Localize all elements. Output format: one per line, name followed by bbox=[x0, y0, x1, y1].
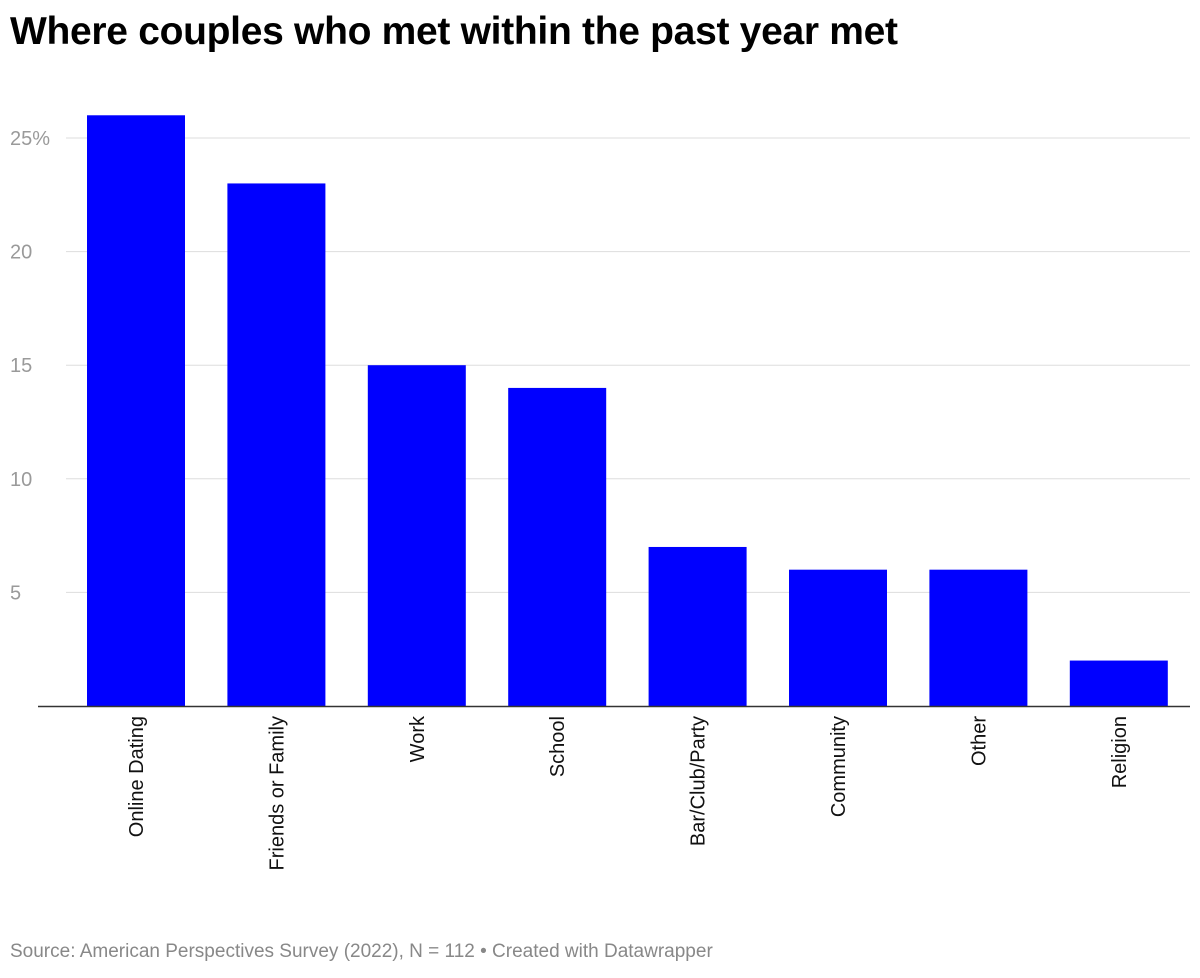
bar bbox=[227, 183, 326, 706]
x-tick-label: Work bbox=[407, 715, 429, 762]
x-tick-label: Online Dating bbox=[126, 716, 148, 837]
bar bbox=[1069, 660, 1168, 706]
x-tick-label: Friends or Family bbox=[266, 716, 288, 870]
bar bbox=[508, 387, 607, 706]
y-tick-label: 25% bbox=[10, 128, 50, 150]
y-tick-label: 20 bbox=[10, 242, 32, 264]
x-axis: Online Dating Friends or Family Work School… bbox=[126, 715, 1131, 870]
chart-title: Where couples who met within the past ye… bbox=[10, 10, 898, 53]
x-tick-label: Bar/Club/Party bbox=[688, 716, 710, 846]
x-tick-label: Other bbox=[968, 716, 990, 766]
bar bbox=[367, 365, 466, 706]
bars bbox=[87, 115, 1168, 706]
y-tick-label: 5 bbox=[10, 582, 21, 604]
bar bbox=[789, 569, 887, 706]
x-tick-label: School bbox=[547, 716, 569, 777]
x-tick-label: Community bbox=[828, 716, 850, 817]
source-note: Source: American Perspectives Survey (20… bbox=[10, 941, 713, 962]
x-tick-label: Religion bbox=[1109, 716, 1131, 788]
bar bbox=[929, 569, 1028, 706]
bar bbox=[648, 546, 747, 706]
y-tick-label: 10 bbox=[10, 469, 32, 491]
y-tick-label: 15 bbox=[10, 355, 32, 377]
bar-chart: 25% 20 15 10 5 Online Dating Friends or Famil… bbox=[10, 115, 1190, 870]
y-axis: 25% 20 15 10 5 bbox=[10, 128, 50, 604]
bar bbox=[87, 115, 185, 706]
